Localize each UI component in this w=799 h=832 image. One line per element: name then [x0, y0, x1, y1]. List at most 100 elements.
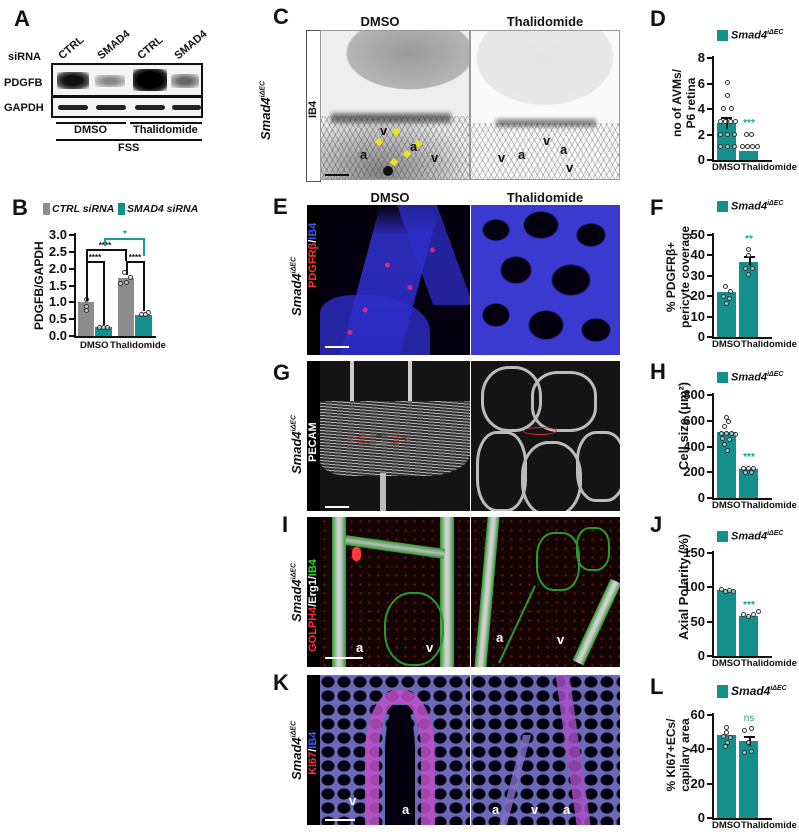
c-marker-r-v2: v: [498, 150, 506, 165]
e-stain: PDGFRβ/IB4: [307, 222, 319, 288]
y-tick-label: 400: [683, 438, 705, 454]
d-xlabel-thal: Thalidomide: [741, 162, 797, 173]
panel-label-c: C: [273, 4, 289, 29]
y-tick-label: 2.0: [48, 260, 67, 276]
y-tick: [707, 315, 712, 318]
c-stain: IB4: [307, 100, 319, 118]
k-scalebar: [325, 819, 355, 821]
bar-smad4-thal: [135, 315, 152, 336]
b-xaxis: [74, 336, 156, 338]
y-tick-label: 0.0: [48, 328, 67, 343]
k-marker-v: v: [349, 793, 357, 808]
y-tick-label: 0: [697, 810, 705, 825]
panel-label-h: H: [650, 359, 666, 384]
y-tick: [69, 335, 74, 337]
g-image-thal: [471, 361, 620, 511]
y-tick: [707, 394, 712, 396]
y-tick-label: 30: [690, 267, 705, 283]
f-bar-dmso: [717, 292, 736, 337]
panel-label-b: B: [12, 195, 28, 220]
e-image-thal: [471, 205, 620, 355]
k-marker-r-a2: a: [563, 802, 571, 817]
i-image-thal: [471, 517, 620, 667]
y-tick: [707, 108, 712, 110]
c-marker-a2: a: [410, 139, 418, 154]
legend-swatch-ctrl: [43, 203, 50, 215]
h-xlabel-thal: Thalidomide: [741, 500, 797, 511]
l-legend: Smad4iΔEC: [731, 684, 787, 698]
panel-label-f: F: [650, 195, 664, 220]
fss-bracket: [56, 139, 202, 141]
condition-fss: FSS: [118, 142, 140, 154]
y-tick: [707, 497, 712, 499]
j-xlabel-thal: Thalidomide: [741, 658, 797, 669]
e-stain-bar: [307, 205, 320, 355]
panel-label-d: D: [650, 6, 666, 31]
treatment-dmso: DMSO: [74, 124, 107, 136]
y-tick-label: 50: [690, 227, 705, 242]
g-stain: PECAM: [307, 422, 319, 462]
y-tick-label: 0: [697, 329, 705, 344]
legend-ctrl: CTRL siRNA: [52, 203, 115, 215]
c-marker-r-v3: v: [566, 160, 574, 175]
y-tick: [707, 295, 712, 298]
lane-label-4: SMAD4: [172, 28, 210, 62]
panel-label-k: K: [273, 670, 289, 695]
y-tick-label: 6: [697, 75, 705, 91]
y-tick: [707, 817, 712, 819]
y-tick: [707, 748, 712, 751]
y-tick-label: 0.5: [48, 311, 67, 327]
y-tick: [707, 133, 712, 136]
h-legend-swatch: [717, 372, 728, 383]
d-bar-thal: [739, 151, 758, 160]
y-tick: [707, 57, 712, 59]
d-legend-swatch: [717, 30, 728, 41]
y-tick-label: 10: [690, 308, 705, 324]
lane-label-1: CTRL: [56, 33, 87, 62]
h-bar-dmso: [717, 432, 736, 498]
blot-pdgfb: [51, 63, 203, 97]
c-col-thal: Thalidomide: [506, 14, 584, 29]
y-tick-label: 50: [690, 613, 705, 629]
lane-label-3: CTRL: [135, 33, 166, 62]
f-xaxis: [712, 337, 772, 339]
y-tick: [707, 445, 712, 448]
i-genotype: Smad4iΔEC: [289, 562, 304, 622]
e-scalebar: [325, 346, 349, 348]
l-bar-thal: [739, 741, 758, 818]
b-sig-4: *: [123, 229, 127, 240]
panel-label-a: A: [14, 6, 30, 31]
l-yaxis: [712, 713, 714, 819]
h-bar-thal: [739, 469, 758, 498]
y-tick: [707, 234, 712, 236]
i-marker-a: a: [356, 640, 364, 655]
panel-label-l: L: [650, 674, 664, 699]
j-yaxis: [712, 551, 714, 657]
y-tick-label: 1.5: [48, 277, 67, 293]
y-tick-label: 40: [690, 741, 705, 757]
y-tick-label: 20: [690, 288, 705, 304]
y-tick-label: 40: [690, 247, 705, 263]
y-tick: [69, 301, 74, 304]
f-xlabel-thal: Thalidomide: [741, 339, 797, 350]
bar-ctrl-thal: [118, 278, 134, 336]
blot-label-gapdh: GAPDH: [4, 102, 44, 114]
y-tick-label: 800: [683, 387, 705, 402]
e-genotype: Smad4iΔEC: [289, 256, 304, 316]
l-sig: ns: [743, 713, 755, 724]
j-legend-swatch: [717, 531, 728, 542]
l-bar-dmso: [717, 735, 736, 818]
c-image-dmso: [320, 30, 470, 180]
y-tick-label: 3.0: [48, 227, 67, 242]
k-marker-a: a: [402, 802, 410, 817]
c-scalebar: [325, 174, 349, 176]
y-tick: [707, 274, 712, 277]
j-xaxis: [712, 656, 772, 658]
y-tick: [707, 254, 712, 257]
e-col-dmso: DMSO: [370, 190, 410, 205]
y-tick-label: 20: [690, 775, 705, 791]
c-marker-v2: v: [431, 150, 439, 165]
y-tick-label: 2: [697, 126, 705, 142]
k-marker-r-a1: a: [492, 802, 500, 817]
c-marker-a1: a: [360, 147, 368, 162]
